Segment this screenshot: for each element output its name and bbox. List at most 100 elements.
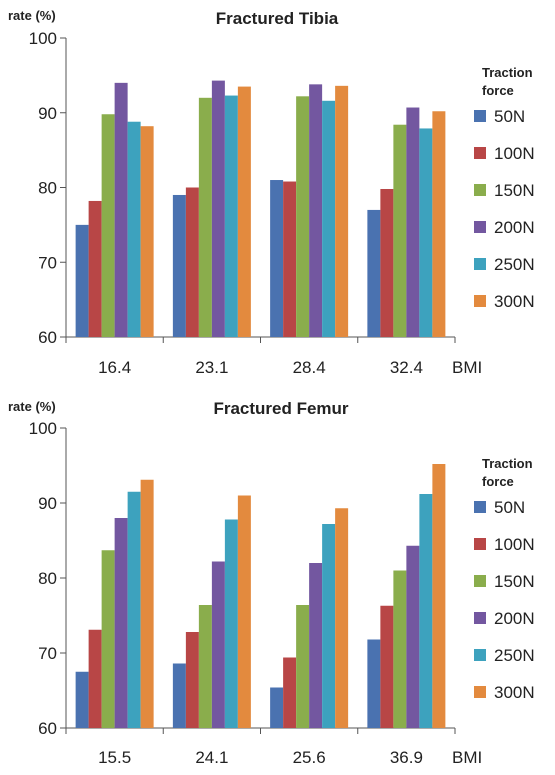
y-tick-label: 100: [29, 419, 57, 438]
y-tick-label: 100: [29, 29, 57, 48]
legend-swatch-200n: [474, 221, 486, 233]
bar-100n-15_5: [88, 629, 102, 728]
y-axis-label: rate (%): [8, 399, 56, 414]
bar-200n-32_4: [406, 107, 420, 337]
legend-title: force: [482, 474, 514, 489]
legend-swatch-50n: [474, 501, 486, 513]
bar-300n-16_4: [140, 126, 154, 337]
bar-250n-15_5: [127, 491, 141, 728]
bar-100n-36_9: [380, 605, 394, 728]
bar-200n-24_1: [211, 561, 225, 728]
bar-100n-28_4: [283, 181, 297, 337]
bar-250n-16_4: [127, 121, 141, 337]
bar-200n-28_4: [309, 84, 323, 337]
legend-swatch-300n: [474, 686, 486, 698]
x-tick-label: 25.6: [293, 748, 326, 767]
y-tick-label: 90: [38, 494, 57, 513]
legend-label-300n: 300N: [494, 683, 535, 702]
bar-100n-23_1: [185, 187, 199, 337]
chart-title: Fractured Tibia: [216, 9, 339, 28]
y-tick-label: 70: [38, 253, 57, 272]
x-tick-label: 24.1: [195, 748, 228, 767]
bar-150n-23_1: [198, 97, 212, 337]
bar-50n-36_9: [367, 639, 381, 728]
bar-250n-24_1: [224, 519, 238, 728]
legend-label-150n: 150N: [494, 181, 535, 200]
bar-300n-23_1: [237, 86, 251, 338]
legend-label-100n: 100N: [494, 144, 535, 163]
x-tick-label: 36.9: [390, 748, 423, 767]
legend-label-250n: 250N: [494, 255, 535, 274]
legend-title: Traction: [482, 65, 533, 80]
legend-swatch-250n: [474, 649, 486, 661]
bar-150n-25_6: [296, 605, 310, 728]
bar-150n-28_4: [296, 96, 310, 338]
legend-label-250n: 250N: [494, 646, 535, 665]
legend-swatch-100n: [474, 147, 486, 159]
bar-200n-36_9: [406, 545, 420, 728]
bar-200n-15_5: [114, 518, 128, 728]
legend-title: force: [482, 83, 514, 98]
legend: Traction force 50N 100N 150N 200N 250N 300N: [474, 65, 535, 311]
chart-title: Fractured Femur: [213, 399, 348, 418]
bar-50n-32_4: [367, 209, 381, 337]
x-tick-label: 15.5: [98, 748, 131, 767]
bar-300n-24_1: [237, 495, 251, 728]
x-tick-label: 16.4: [98, 358, 131, 377]
legend-swatch-200n: [474, 612, 486, 624]
legend-label-200n: 200N: [494, 218, 535, 237]
legend-swatch-150n: [474, 184, 486, 196]
legend-label-50n: 50N: [494, 107, 525, 126]
legend-label-300n: 300N: [494, 292, 535, 311]
bar-100n-24_1: [185, 632, 199, 728]
y-tick-label: 80: [38, 569, 57, 588]
bar-250n-28_4: [322, 100, 336, 337]
y-tick-label: 60: [38, 328, 57, 347]
y-tick-label: 80: [38, 179, 57, 198]
x-tick-label: 32.4: [390, 358, 423, 377]
bar-250n-23_1: [224, 95, 238, 338]
legend-swatch-50n: [474, 110, 486, 122]
bar-150n-32_4: [393, 124, 407, 338]
y-tick-label: 90: [38, 104, 57, 123]
bar-50n-23_1: [172, 194, 186, 337]
bar-300n-28_4: [335, 85, 349, 337]
bar-250n-36_9: [419, 494, 433, 728]
bar-50n-15_5: [75, 671, 89, 728]
legend-label-100n: 100N: [494, 535, 535, 554]
bar-250n-32_4: [419, 128, 433, 337]
chart-femur: Fractured Femur rate (%) 60 70 80 90 100 15.5 24…: [8, 399, 535, 767]
legend-swatch-250n: [474, 258, 486, 270]
bar-50n-25_6: [270, 687, 284, 728]
x-axis-label: BMI: [452, 748, 482, 767]
x-axis-label: BMI: [452, 358, 482, 377]
legend-swatch-150n: [474, 575, 486, 587]
legend-swatch-100n: [474, 538, 486, 550]
bar-300n-32_4: [432, 111, 446, 337]
bar-50n-24_1: [172, 663, 186, 728]
bar-300n-15_5: [140, 479, 154, 728]
bar-150n-36_9: [393, 570, 407, 728]
bar-150n-16_4: [101, 114, 115, 338]
legend-label-200n: 200N: [494, 609, 535, 628]
bar-150n-24_1: [198, 605, 212, 728]
bar-200n-16_4: [114, 82, 128, 337]
bar-300n-36_9: [432, 464, 446, 728]
legend-label-50n: 50N: [494, 498, 525, 517]
bar-250n-25_6: [322, 524, 336, 728]
y-axis-label: rate (%): [8, 8, 56, 23]
y-tick-label: 70: [38, 644, 57, 663]
x-tick-label: 23.1: [195, 358, 228, 377]
bar-150n-15_5: [101, 550, 115, 728]
legend-label-150n: 150N: [494, 572, 535, 591]
bar-100n-25_6: [283, 657, 297, 728]
bar-100n-16_4: [88, 200, 102, 337]
legend-swatch-300n: [474, 295, 486, 307]
y-tick-label: 60: [38, 719, 57, 738]
legend: Traction force 50N 100N 150N 200N 250N 300N: [474, 456, 535, 702]
legend-title: Traction: [482, 456, 533, 471]
bar-50n-16_4: [75, 224, 89, 337]
bar-200n-25_6: [309, 563, 323, 728]
x-tick-label: 28.4: [293, 358, 326, 377]
